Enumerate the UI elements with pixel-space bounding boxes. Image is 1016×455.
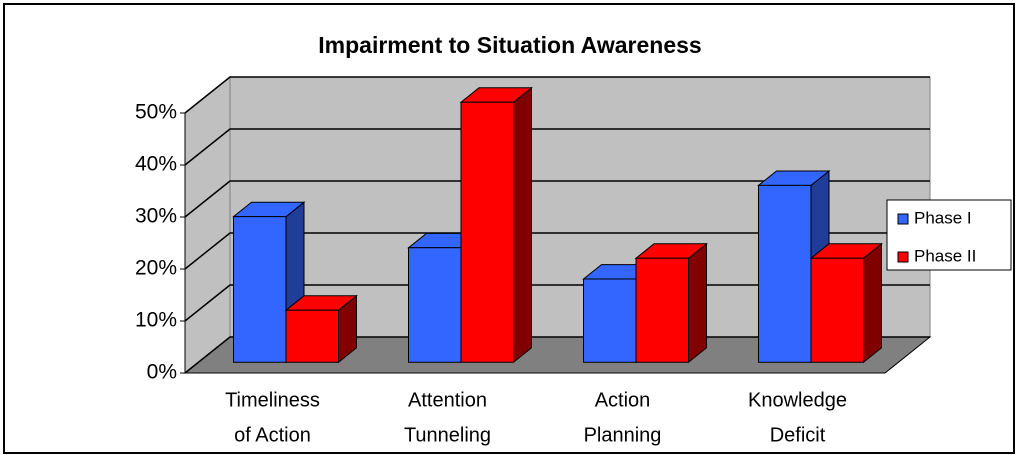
legend-label: Phase II [914, 246, 976, 265]
bar [459, 86, 533, 364]
grid-line [184, 180, 930, 218]
x-tick-label: of Action [234, 424, 311, 446]
chart-title: Impairment to Situation Awareness [318, 32, 701, 58]
bar-side [513, 86, 532, 364]
y-tick-label: 40% [135, 153, 177, 176]
bar-side [863, 242, 882, 364]
bar [284, 294, 358, 364]
x-tick-label: Attention [408, 389, 487, 411]
grid-line [184, 76, 930, 114]
y-tick-label: 30% [135, 205, 177, 228]
grid-line [184, 232, 930, 270]
grid-line [184, 128, 930, 166]
bar [809, 242, 883, 364]
legend-swatch [897, 213, 909, 225]
bar [634, 242, 708, 364]
bar-front [583, 278, 637, 363]
bar-front [758, 184, 812, 363]
legend-label: Phase I [914, 208, 972, 227]
bar-side [688, 242, 707, 364]
bar-front [635, 257, 689, 363]
side-wall [184, 75, 231, 375]
x-tick-label: Tunneling [404, 424, 491, 446]
y-tick-label: 10% [135, 309, 177, 332]
x-tick-label: Timeliness [225, 389, 320, 411]
legend-swatch [897, 251, 909, 263]
y-tick-label: 0% [147, 361, 177, 384]
bar-front [408, 247, 462, 363]
bar-front [460, 101, 514, 363]
bar-front [285, 309, 339, 363]
x-tick-label: Action [595, 389, 651, 411]
y-tick-label: 50% [135, 101, 177, 124]
bar-front [233, 216, 287, 363]
x-tick-label: Knowledge [748, 389, 847, 411]
bar-front [810, 257, 864, 363]
x-tick-label: Planning [584, 424, 662, 446]
x-tick-label: Deficit [770, 424, 826, 446]
y-tick-label: 20% [135, 257, 177, 280]
